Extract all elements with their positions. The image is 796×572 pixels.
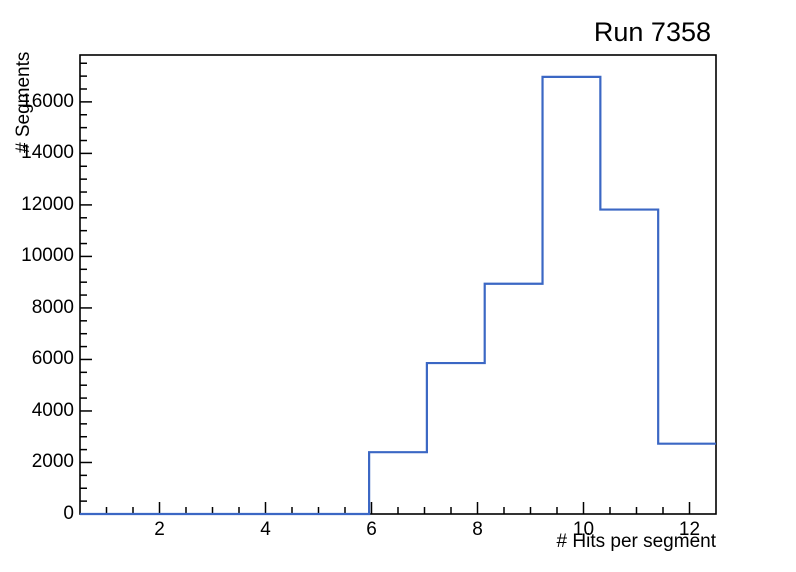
- y-tick-label: 4000: [31, 399, 74, 421]
- x-tick-label: 12: [678, 519, 701, 540]
- y-tick-label: 16000: [21, 90, 74, 112]
- y-tick-label: 10000: [21, 245, 74, 267]
- x-tick-label: 4: [260, 519, 271, 540]
- y-tick-label: 0: [63, 503, 74, 524]
- x-axis-title: # Hits per segment: [556, 531, 716, 552]
- histogram-line: [80, 75, 716, 516]
- y-tick-label: 2000: [31, 451, 74, 473]
- x-tick-label: 8: [472, 519, 483, 540]
- y-tick-label: 14000: [21, 142, 74, 164]
- x-tick-label: 10: [572, 519, 595, 540]
- x-tick-label: 2: [154, 519, 165, 540]
- y-tick-label: 6000: [31, 348, 74, 370]
- y-tick-label: 8000: [31, 296, 74, 318]
- y-tick-label: 12000: [21, 193, 74, 215]
- x-tick-label: 6: [366, 519, 377, 540]
- plot-frame: [79, 54, 717, 515]
- chart-title: Run 7358: [593, 17, 711, 47]
